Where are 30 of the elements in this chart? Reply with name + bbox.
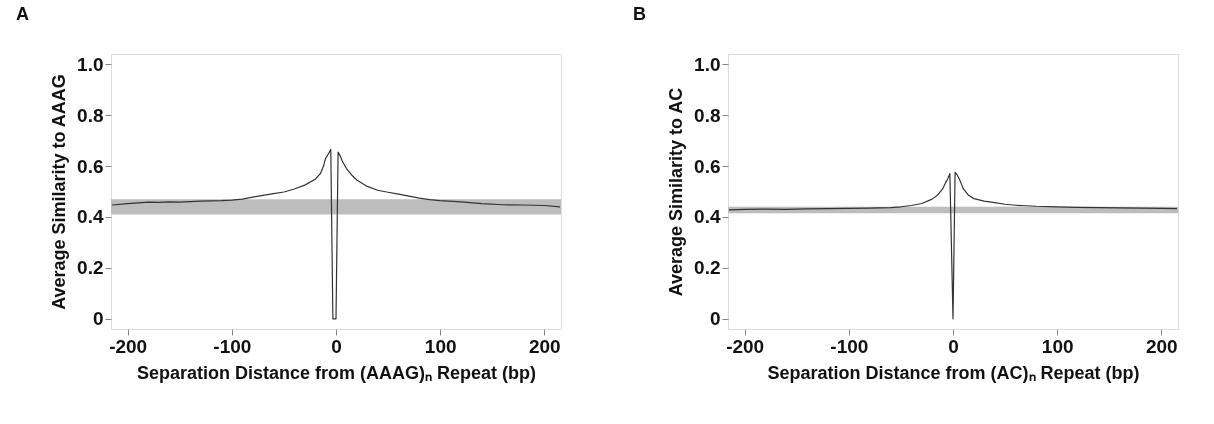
x-tick-label: 200 — [528, 335, 561, 357]
y-tick-label: 1.0 — [694, 53, 721, 75]
x-tick-label: -100 — [830, 335, 869, 357]
x-axis-title: Separation Distance from (AAAG)ₙ Repeat (bp) — [136, 362, 537, 383]
y-tick-label: 0.2 — [77, 257, 104, 279]
y-tick-label: 1.0 — [77, 53, 104, 75]
y-tick-label: 0 — [92, 308, 104, 330]
line-series — [728, 171, 1178, 320]
x-axis-title: Separation Distance from (AC)ₙ Repeat (bp) — [767, 362, 1140, 383]
chart-title: A — [16, 4, 29, 24]
x-tick-label: 100 — [424, 335, 457, 357]
line-series — [111, 148, 561, 320]
y-tick-label: 0.6 — [77, 155, 104, 177]
x-tick-label: 0 — [948, 335, 959, 357]
y-tick-label: 0 — [709, 308, 721, 330]
x-tick-label: -200 — [109, 335, 148, 357]
x-tick-label: -200 — [726, 335, 765, 357]
x-tick-label: -100 — [213, 335, 252, 357]
x-tick-label: 0 — [331, 335, 342, 357]
y-tick-label: 0.4 — [694, 206, 721, 228]
y-axis-title: Average Similarity to AAAG — [49, 74, 70, 310]
y-tick-label: 0.6 — [694, 155, 721, 177]
y-tick-label: 0.2 — [694, 257, 721, 279]
y-tick-label: 0.8 — [77, 104, 104, 126]
x-tick-label: 100 — [1041, 335, 1074, 357]
x-tick-label: 200 — [1145, 335, 1178, 357]
chart-title: B — [633, 4, 646, 24]
y-tick-label: 0.4 — [77, 206, 104, 228]
y-tick-label: 0.8 — [694, 104, 721, 126]
y-axis-title: Average Similarity to AC — [666, 87, 687, 297]
